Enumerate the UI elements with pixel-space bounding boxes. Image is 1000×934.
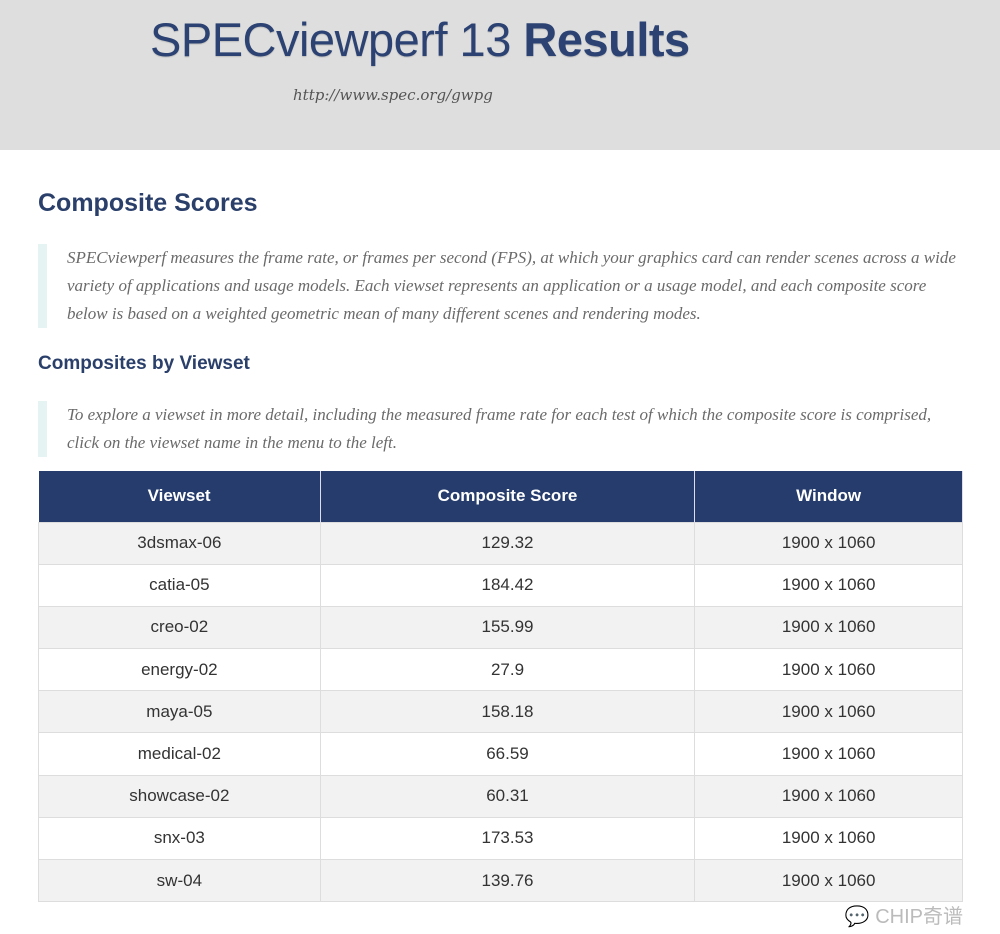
window-cell: 1900 x 1060 xyxy=(694,521,963,565)
table-row: medical-02 66.59 1900 x 1060 xyxy=(38,732,963,776)
viewset-cell[interactable]: catia-05 xyxy=(38,563,321,607)
composite-score-cell: 139.76 xyxy=(319,858,696,903)
main-content: Composite Scores SPECviewperf measures t… xyxy=(0,188,963,930)
composite-score-cell: 184.42 xyxy=(319,563,696,607)
viewset-cell[interactable]: maya-05 xyxy=(38,690,321,734)
window-cell: 1900 x 1060 xyxy=(694,858,963,903)
composite-score-cell: 129.32 xyxy=(319,521,696,565)
table-row: sw-04 139.76 1900 x 1060 xyxy=(38,858,963,903)
window-cell: 1900 x 1060 xyxy=(694,816,963,861)
window-cell: 1900 x 1060 xyxy=(694,648,963,692)
viewset-cell[interactable]: snx-03 xyxy=(38,816,321,861)
composite-score-cell: 60.31 xyxy=(319,774,696,818)
composite-description: SPECviewperf measures the frame rate, or… xyxy=(38,244,958,328)
composite-score-cell: 66.59 xyxy=(319,732,696,776)
composite-score-cell: 173.53 xyxy=(319,816,696,861)
wechat-icon: 💬 xyxy=(844,906,870,929)
viewset-cell[interactable]: creo-02 xyxy=(38,605,321,650)
window-cell: 1900 x 1060 xyxy=(694,563,963,607)
column-header-viewset: Viewset xyxy=(38,471,321,522)
viewset-cell[interactable]: showcase-02 xyxy=(38,774,321,818)
column-header-composite-score: Composite Score xyxy=(320,471,696,522)
viewset-cell[interactable]: energy-02 xyxy=(38,648,321,692)
viewset-cell[interactable]: medical-02 xyxy=(38,732,321,776)
page-title: SPECviewperf 13 Results xyxy=(150,12,690,67)
table-row: 3dsmax-06 129.32 1900 x 1060 xyxy=(38,521,963,565)
window-cell: 1900 x 1060 xyxy=(694,605,963,650)
window-cell: 1900 x 1060 xyxy=(694,690,963,734)
spec-url-link[interactable]: http://www.spec.org/gwpg xyxy=(293,86,493,104)
composite-score-cell: 158.18 xyxy=(319,690,696,734)
composite-scores-heading: Composite Scores xyxy=(38,189,258,217)
table-row: showcase-02 60.31 1900 x 1060 xyxy=(38,774,963,818)
table-row: energy-02 27.9 1900 x 1060 xyxy=(38,648,963,692)
table-header-row: Viewset Composite Score Window xyxy=(38,471,963,522)
page-header: SPECviewperf 13 Results http://www.spec.… xyxy=(0,0,1000,150)
table-row: creo-02 155.99 1900 x 1060 xyxy=(38,605,963,650)
viewset-cell[interactable]: 3dsmax-06 xyxy=(38,521,321,565)
composites-by-viewset-heading: Composites by Viewset xyxy=(38,353,250,374)
column-header-window: Window xyxy=(694,471,963,522)
title-bold: Results xyxy=(523,13,690,66)
table-row: snx-03 173.53 1900 x 1060 xyxy=(38,816,963,861)
watermark-text: CHIP奇谱 xyxy=(875,906,963,929)
viewset-description: To explore a viewset in more detail, inc… xyxy=(38,401,958,457)
composite-score-cell: 27.9 xyxy=(319,648,696,692)
table-row: catia-05 184.42 1900 x 1060 xyxy=(38,563,963,607)
title-light: SPECviewperf 13 xyxy=(150,13,524,66)
window-cell: 1900 x 1060 xyxy=(694,732,963,776)
composite-scores-table: Viewset Composite Score Window 3dsmax-06… xyxy=(38,471,963,903)
window-cell: 1900 x 1060 xyxy=(694,774,963,818)
viewset-cell[interactable]: sw-04 xyxy=(38,858,321,903)
table-row: maya-05 158.18 1900 x 1060 xyxy=(38,690,963,734)
watermark-logo: 💬 CHIP奇谱 xyxy=(38,904,963,930)
composite-score-cell: 155.99 xyxy=(319,605,696,650)
